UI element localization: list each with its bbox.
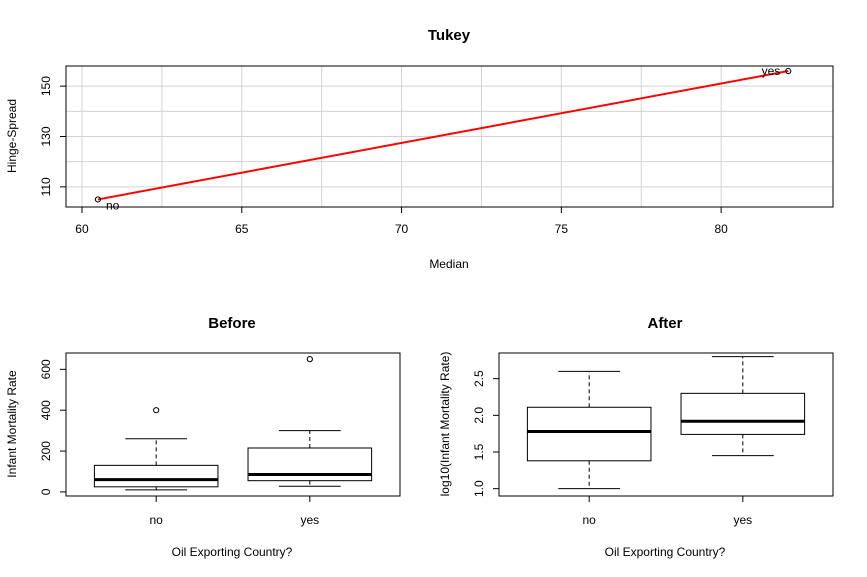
before-plot-frame	[65, 352, 401, 497]
x-tick-label: 65	[235, 222, 249, 236]
box-yes	[247, 356, 373, 487]
point-label: yes	[762, 64, 781, 78]
y-tick-label: 400	[39, 400, 53, 420]
after-axes: 1.0 1.5 2.0 2.5 no yes	[472, 370, 752, 527]
iqr-box	[526, 406, 652, 462]
before-panel: Before Oil Exporting Country? Infant Mor…	[5, 315, 401, 559]
x-tick-label: 60	[75, 222, 89, 236]
box-no	[93, 407, 219, 491]
after-title: After	[647, 315, 682, 332]
x-tick-label: yes	[733, 513, 752, 527]
after-xlabel: Oil Exporting Country?	[605, 545, 726, 559]
x-tick-label: no	[583, 513, 597, 527]
y-tick-label: 150	[39, 76, 53, 96]
tukey-points: no yes	[94, 64, 792, 212]
x-tick-label: yes	[300, 513, 319, 527]
tukey-axes: 60 65 70 75 80 110 130 150	[39, 76, 728, 236]
before-axes: 0 200 400 600 no yes	[39, 359, 319, 527]
outlier-point	[153, 407, 160, 414]
after-plot-frame	[498, 352, 834, 497]
before-ylabel: Infant Mortality Rate	[5, 370, 19, 478]
after-boxes	[526, 356, 806, 490]
y-tick-label: 600	[39, 359, 53, 379]
after-ylabel: log10(Infant Mortality Rate)	[438, 352, 452, 497]
tukey-fit-line	[97, 70, 789, 201]
tukey-title: Tukey	[428, 27, 471, 44]
before-xlabel: Oil Exporting Country?	[172, 545, 293, 559]
x-tick-label: 75	[555, 222, 569, 236]
data-point	[785, 67, 792, 75]
tukey-grid	[66, 66, 833, 207]
tukey-panel: Tukey Median Hinge-Spread 60 65 70 75 80 110 1…	[5, 27, 834, 271]
tukey-plot-frame	[65, 65, 834, 208]
data-point	[94, 196, 102, 203]
y-tick-label: 1.0	[472, 480, 486, 497]
y-tick-label: 2.0	[472, 407, 486, 424]
y-tick-label: 110	[39, 177, 53, 196]
after-panel: After Oil Exporting Country? log10(Infan…	[438, 315, 834, 559]
point-label: no	[106, 198, 120, 212]
y-tick-label: 130	[39, 126, 53, 146]
y-tick-label: 200	[39, 441, 53, 461]
tukey-xlabel: Median	[429, 257, 468, 271]
y-tick-label: 0	[39, 488, 53, 495]
iqr-box	[680, 392, 806, 435]
iqr-box	[93, 464, 219, 488]
before-boxes	[93, 356, 373, 491]
y-tick-label: 2.5	[472, 370, 486, 387]
tukey-ylabel: Hinge-Spread	[5, 99, 19, 173]
box-no	[526, 370, 652, 490]
x-tick-label: no	[150, 513, 164, 527]
before-title: Before	[208, 315, 256, 332]
x-tick-label: 80	[714, 222, 728, 236]
box-yes	[680, 356, 806, 457]
outlier-point	[306, 356, 313, 363]
y-tick-label: 1.5	[472, 443, 486, 460]
x-tick-label: 70	[395, 222, 409, 236]
